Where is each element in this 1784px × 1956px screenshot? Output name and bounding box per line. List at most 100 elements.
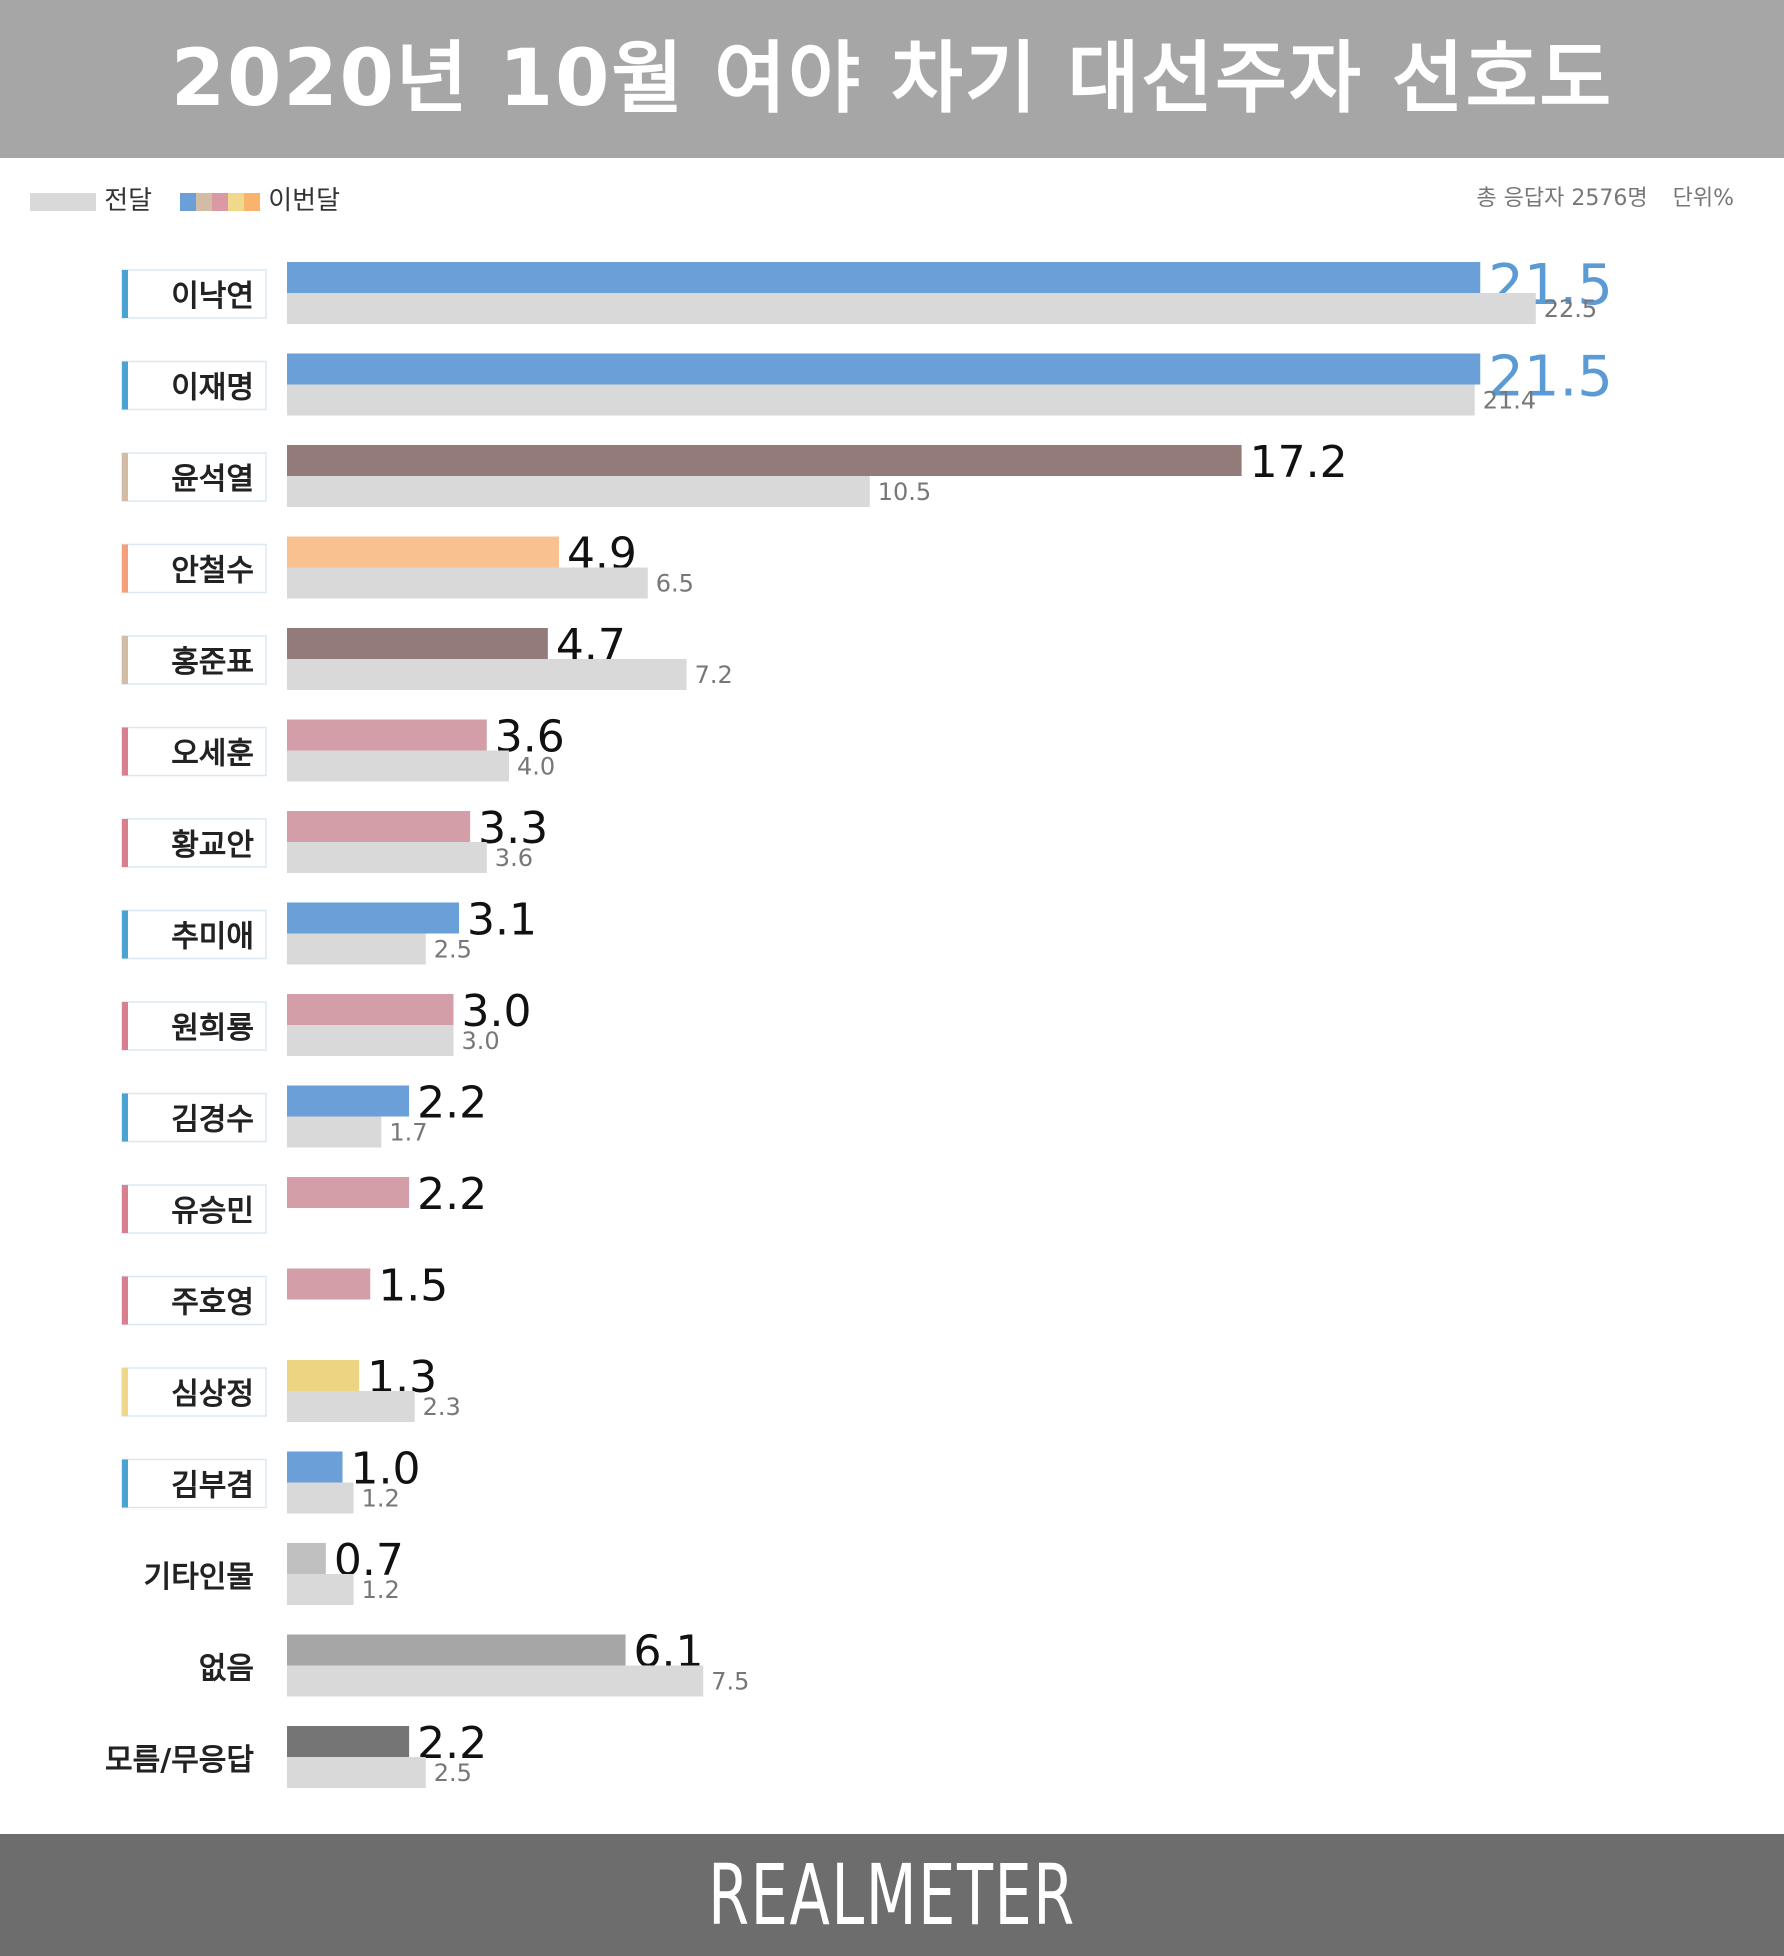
category-tag <box>122 453 128 501</box>
legend-curr-swatches <box>180 186 260 216</box>
previous-value-label: 3.0 <box>462 1027 500 1055</box>
previous-bar <box>287 1391 415 1422</box>
category-label-box <box>121 360 267 411</box>
category-tag <box>122 1368 128 1416</box>
category-label-box <box>121 635 267 685</box>
category-label: 홍준표 <box>171 645 254 680</box>
category-label-box <box>121 1458 267 1509</box>
category-label: 주호영 <box>171 1286 254 1321</box>
current-bar <box>287 628 548 659</box>
category-tag <box>122 636 128 684</box>
previous-value-label: 1.7 <box>389 1119 427 1147</box>
category-label-box <box>121 269 267 319</box>
legend-prev-swatch <box>30 192 96 211</box>
current-bar <box>287 1085 410 1117</box>
previous-value-label: 22.5 <box>1544 295 1597 323</box>
current-value-label: 3.3 <box>478 803 548 854</box>
meta-info: 총 응답자 2576명 단위% <box>1458 180 1734 212</box>
current-value-label: 3.0 <box>462 986 532 1037</box>
previous-bar <box>287 933 426 965</box>
category-label-box <box>121 452 267 502</box>
category-label-box <box>121 726 267 777</box>
category-label: 모름/무응답 <box>105 1743 254 1778</box>
previous-value-label: 2.3 <box>423 1393 461 1421</box>
category-label: 김부겸 <box>171 1469 254 1504</box>
category-label: 기타인물 <box>144 1560 254 1595</box>
category-tag <box>122 1276 128 1325</box>
previous-bar <box>287 750 509 782</box>
previous-bar <box>287 1025 454 1056</box>
previous-value-label: 2.5 <box>434 1759 472 1787</box>
category-label: 심상정 <box>171 1377 254 1412</box>
category-tag <box>122 1093 128 1142</box>
previous-bar <box>287 1574 354 1605</box>
category-label: 안철수 <box>171 554 254 589</box>
category-label-box <box>121 1367 267 1417</box>
category-label: 이재명 <box>171 371 254 406</box>
legend-curr-swatch <box>228 192 244 211</box>
current-bar <box>287 1360 360 1391</box>
category-label: 추미애 <box>171 920 254 955</box>
current-bar <box>287 902 460 934</box>
category-tag <box>122 1459 128 1508</box>
previous-bar <box>287 1482 354 1514</box>
category-label-box <box>121 1275 267 1326</box>
current-bar <box>287 1177 410 1208</box>
legend-curr-swatch <box>212 192 228 211</box>
category-tag <box>122 819 128 867</box>
previous-bar <box>287 659 687 690</box>
legend-curr-label: 이번달 <box>268 186 341 216</box>
current-value-label: 3.1 <box>467 895 537 946</box>
previous-bar <box>287 1665 704 1697</box>
previous-value-label: 3.6 <box>495 844 533 872</box>
category-label-box <box>121 909 267 960</box>
category-tag <box>122 1002 128 1050</box>
current-bar <box>287 353 1481 385</box>
current-value-label: 21.5 <box>1488 345 1613 410</box>
current-bar <box>287 536 559 568</box>
legend-curr-swatch <box>180 192 196 211</box>
previous-value-label: 10.5 <box>878 478 931 506</box>
previous-bar <box>287 476 870 507</box>
brand-logo: REALMETER <box>708 1846 1076 1944</box>
current-bar <box>287 1543 326 1574</box>
previous-bar <box>287 842 487 873</box>
previous-value-label: 21.4 <box>1483 387 1536 415</box>
previous-bar <box>287 1757 426 1788</box>
current-value-label: 2.2 <box>417 1718 487 1769</box>
category-label: 김경수 <box>171 1103 254 1138</box>
category-label-box <box>121 1092 267 1143</box>
legend-curr-swatch <box>196 192 212 211</box>
previous-bar <box>287 293 1536 324</box>
category-tag <box>122 361 128 410</box>
current-value-label: 1.0 <box>351 1444 421 1495</box>
category-label: 오세훈 <box>171 737 254 772</box>
previous-bar <box>287 567 648 599</box>
legend-curr-swatch <box>244 192 260 211</box>
previous-value-label: 1.2 <box>362 1485 400 1513</box>
current-bar <box>287 1451 343 1483</box>
previous-value-label: 1.2 <box>362 1576 400 1604</box>
header-bar: 2020년 10월 여야 차기 대선주자 선호도 <box>0 0 1784 158</box>
previous-value-label: 4.0 <box>517 753 555 781</box>
current-bar <box>287 1634 626 1666</box>
previous-value-label: 7.5 <box>711 1668 749 1696</box>
current-bar <box>287 1268 371 1300</box>
category-tag <box>122 544 128 593</box>
category-tag <box>122 270 128 318</box>
footer-bar: REALMETER <box>0 1834 1784 1956</box>
current-value-label: 2.2 <box>417 1169 487 1220</box>
category-label: 원희룡 <box>171 1011 254 1046</box>
category-tag <box>122 727 128 776</box>
current-bar <box>287 1726 410 1757</box>
previous-value-label: 7.2 <box>695 661 733 689</box>
category-label: 유승민 <box>171 1194 254 1229</box>
legend-prev: 전달 <box>30 180 152 217</box>
legend-curr: 이번달 <box>180 180 340 217</box>
legend-prev-label: 전달 <box>104 186 153 216</box>
category-label-box <box>121 543 267 594</box>
previous-bar <box>287 384 1475 416</box>
respondents-text: 총 응답자 2576명 <box>1476 186 1648 211</box>
current-value-label: 1.5 <box>378 1261 448 1312</box>
